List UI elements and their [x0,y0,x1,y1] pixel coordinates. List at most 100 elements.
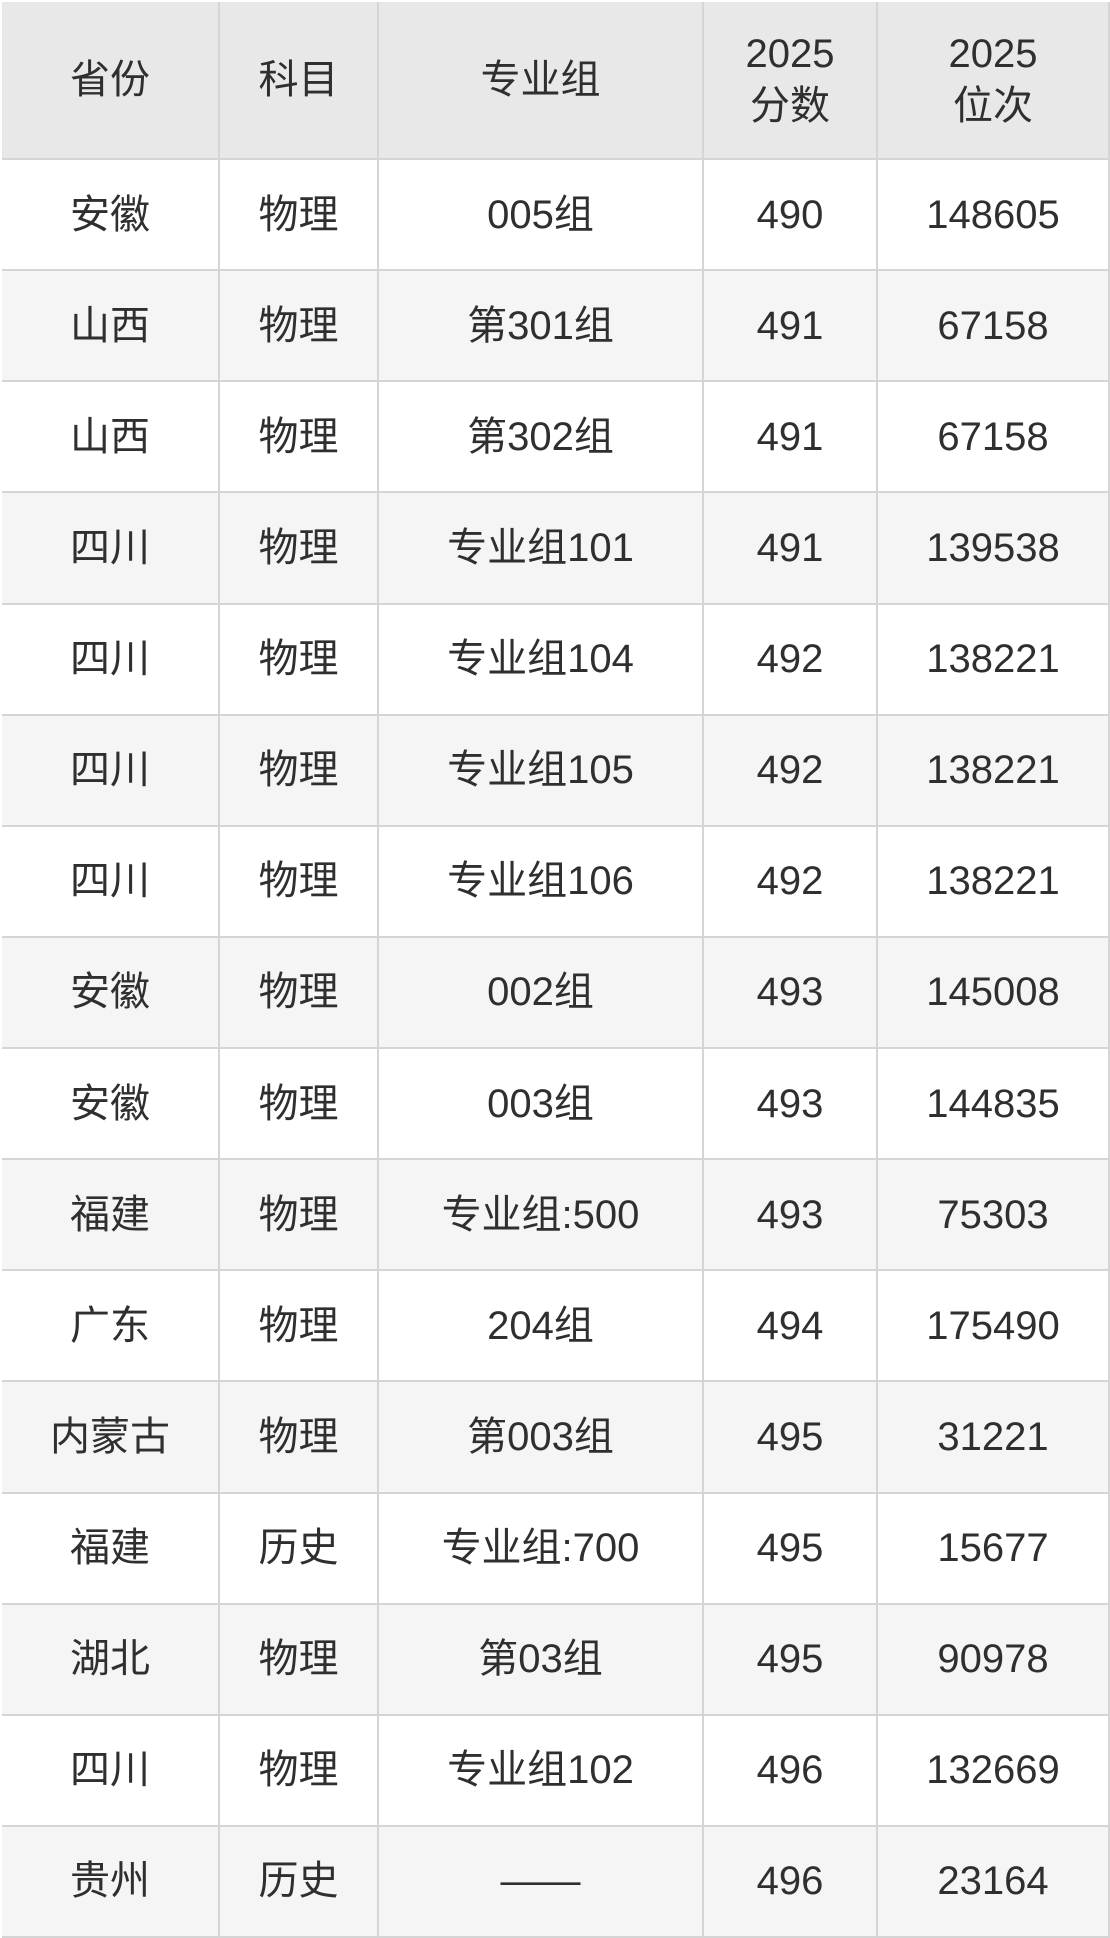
cell-rank: 175490 [878,1271,1108,1381]
cell-score: 495 [704,1382,876,1492]
table-row: 山西 物理 第302组 491 67158 [2,382,1108,492]
cell-province: 四川 [2,826,218,936]
cell-major-group: 005组 [379,160,702,270]
table-row: 贵州 历史 —— 496 23164 [2,1826,1108,1936]
column-header-subject: 科目 [220,2,377,158]
cell-subject: 物理 [220,493,377,603]
cell-major-group: 专业组:500 [379,1160,702,1270]
cell-major-group: 专业组:700 [379,1493,702,1603]
table-row: 广东 物理 204组 494 175490 [2,1271,1108,1381]
table-row: 福建 物理 专业组:500 493 75303 [2,1160,1108,1270]
cell-subject: 物理 [220,1049,377,1159]
cell-major-group: 第301组 [379,271,702,381]
cell-score: 493 [704,1049,876,1159]
cell-province: 四川 [2,715,218,825]
cell-subject: 物理 [220,1382,377,1492]
cell-province: 福建 [2,1160,218,1270]
table-row: 四川 物理 专业组105 492 138221 [2,715,1108,825]
cell-province: 四川 [2,1715,218,1825]
cell-major-group: 002组 [379,937,702,1047]
cell-province: 山西 [2,382,218,492]
cell-subject: 物理 [220,382,377,492]
cell-province: 安徽 [2,1049,218,1159]
cell-score: 493 [704,1160,876,1270]
cell-province: 山西 [2,271,218,381]
cell-rank: 67158 [878,271,1108,381]
cell-province: 福建 [2,1493,218,1603]
cell-province: 贵州 [2,1826,218,1936]
cell-rank: 90978 [878,1604,1108,1714]
table-row: 内蒙古 物理 第003组 495 31221 [2,1382,1108,1492]
column-header-province: 省份 [2,2,218,158]
cell-province: 安徽 [2,160,218,270]
cell-subject: 物理 [220,1271,377,1381]
cell-major-group: 专业组102 [379,1715,702,1825]
table-row: 四川 物理 专业组104 492 138221 [2,604,1108,714]
cell-subject: 物理 [220,1160,377,1270]
cell-major-group: —— [379,1826,702,1936]
cell-score: 495 [704,1604,876,1714]
cell-province: 广东 [2,1271,218,1381]
cell-score: 492 [704,826,876,936]
cell-province: 湖北 [2,1604,218,1714]
table-row: 安徽 物理 003组 493 144835 [2,1049,1108,1159]
cell-score: 490 [704,160,876,270]
table-header-row: 省份 科目 专业组 2025 分数 2025 位次 [2,2,1108,158]
cell-subject: 物理 [220,271,377,381]
cell-rank: 145008 [878,937,1108,1047]
cell-province: 安徽 [2,937,218,1047]
cell-rank: 15677 [878,1493,1108,1603]
cell-major-group: 专业组105 [379,715,702,825]
cell-subject: 历史 [220,1826,377,1936]
cell-major-group: 专业组101 [379,493,702,603]
cell-subject: 物理 [220,160,377,270]
table-row: 四川 物理 专业组102 496 132669 [2,1715,1108,1825]
cell-subject: 物理 [220,1715,377,1825]
column-header-rank-2025: 2025 位次 [878,2,1108,158]
cell-rank: 148605 [878,160,1108,270]
cell-rank: 139538 [878,493,1108,603]
cell-major-group: 专业组106 [379,826,702,936]
cell-major-group: 204组 [379,1271,702,1381]
cell-score: 492 [704,715,876,825]
cell-rank: 23164 [878,1826,1108,1936]
table-row: 四川 物理 专业组101 491 139538 [2,493,1108,603]
cell-score: 494 [704,1271,876,1381]
cell-rank: 138221 [878,826,1108,936]
cell-major-group: 第302组 [379,382,702,492]
table-row: 湖北 物理 第03组 495 90978 [2,1604,1108,1714]
cell-score: 491 [704,382,876,492]
cell-rank: 144835 [878,1049,1108,1159]
column-header-score-2025: 2025 分数 [704,2,876,158]
table-row: 安徽 物理 002组 493 145008 [2,937,1108,1047]
cell-major-group: 专业组104 [379,604,702,714]
cell-subject: 物理 [220,715,377,825]
cell-subject: 物理 [220,1604,377,1714]
cell-rank: 31221 [878,1382,1108,1492]
cell-subject: 物理 [220,604,377,714]
cell-score: 495 [704,1493,876,1603]
table-row: 山西 物理 第301组 491 67158 [2,271,1108,381]
cell-rank: 75303 [878,1160,1108,1270]
cell-rank: 67158 [878,382,1108,492]
cell-rank: 138221 [878,604,1108,714]
table-row: 福建 历史 专业组:700 495 15677 [2,1493,1108,1603]
cell-province: 四川 [2,493,218,603]
cell-score: 491 [704,271,876,381]
cell-score: 491 [704,493,876,603]
cell-province: 四川 [2,604,218,714]
cell-rank: 138221 [878,715,1108,825]
cell-score: 492 [704,604,876,714]
column-header-major-group: 专业组 [379,2,702,158]
cell-subject: 物理 [220,937,377,1047]
cell-rank: 132669 [878,1715,1108,1825]
cell-province: 内蒙古 [2,1382,218,1492]
cell-score: 496 [704,1826,876,1936]
cell-subject: 物理 [220,826,377,936]
table-row: 安徽 物理 005组 490 148605 [2,160,1108,270]
table-row: 四川 物理 专业组106 492 138221 [2,826,1108,936]
cell-major-group: 第03组 [379,1604,702,1714]
cell-subject: 历史 [220,1493,377,1603]
cell-major-group: 第003组 [379,1382,702,1492]
